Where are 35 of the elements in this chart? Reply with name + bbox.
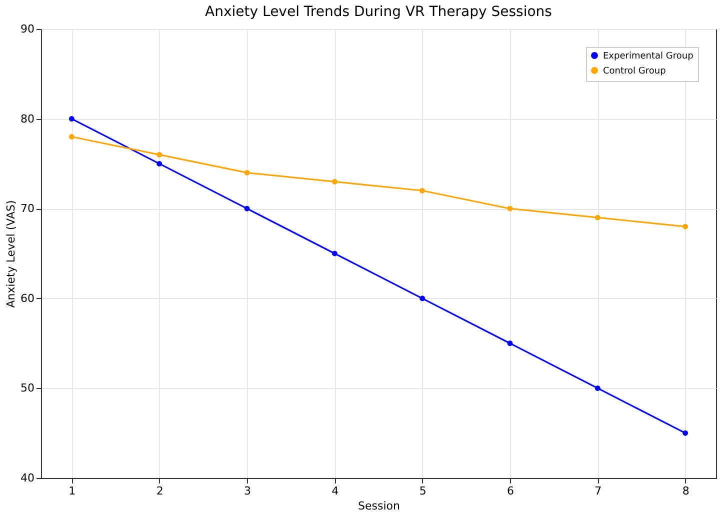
x-tick-label: 5 [419,484,426,498]
y-tick-label: 70 [20,202,34,216]
legend-label: Control Group [603,66,666,76]
legend-label: Experimental Group [603,52,694,62]
point [594,385,600,391]
y-tick-label: 40 [20,472,34,484]
x-axis-title: Session [358,500,400,512]
point [420,296,426,302]
point [156,152,162,158]
point [244,170,250,176]
x-tick-label: 7 [594,484,602,498]
point [682,430,688,436]
y-tick-label: 80 [20,112,34,126]
x-tick-label: 1 [68,484,76,498]
point [68,134,74,140]
point [68,116,74,122]
point [507,340,513,346]
point [244,206,250,212]
y-tick-label: 90 [20,22,34,36]
y-tick-label: 60 [20,292,34,305]
point [156,160,162,166]
x-tick-label: 4 [332,484,339,498]
point [332,250,338,256]
point [682,224,688,230]
x-tick-label: 8 [682,484,690,498]
y-tick-label: 50 [20,382,34,395]
x-tick-label: 2 [156,484,164,498]
y-axis-title: Anxiety Level (VAS) [4,200,18,308]
point [594,214,600,220]
x-tick-label: 3 [244,484,252,498]
point [507,206,513,212]
point [420,188,426,194]
chart-title: Anxiety Level Trends During VR Therapy Sessions [205,4,552,20]
x-tick-label: 6 [506,484,514,498]
point [332,178,338,184]
